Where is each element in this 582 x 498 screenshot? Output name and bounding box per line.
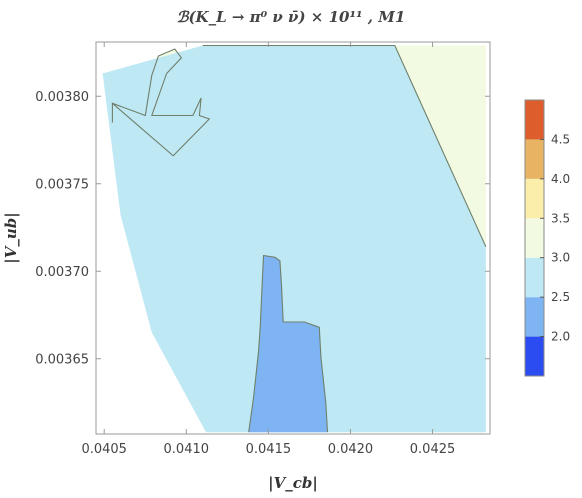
y-axis-title-text: |V_ub| — [2, 212, 20, 263]
x-axis-title: |V_cb| — [268, 474, 318, 492]
x-tick-label: 0.0410 — [164, 442, 210, 457]
y-axis-title: |V_ub| — [2, 212, 20, 263]
colorbar-tick-label: 4.5 — [551, 132, 570, 146]
x-tick-label: 0.0420 — [328, 442, 374, 457]
colorbar-swatch — [525, 297, 544, 337]
contour-region-2.5-3 — [102, 45, 486, 433]
chart-title-text: ℬ(K_L → π⁰ ν ν̄) × 10¹¹ , M1 — [177, 8, 406, 26]
y-tick-label: 0.00380 — [35, 90, 89, 105]
contour-line-3-1 — [111, 48, 211, 157]
y-tick-label: 0.00370 — [35, 265, 89, 280]
colorbar-frame — [524, 99, 545, 377]
contour-lines — [111, 44, 487, 433]
y-tick-label: 0.00375 — [35, 177, 89, 192]
colorbar-swatch — [525, 218, 544, 258]
y-tick-label: 0.00365 — [35, 352, 89, 367]
x-tick-label: 0.0405 — [81, 442, 127, 457]
contour-region-2-2.5 — [248, 255, 328, 433]
colorbar-tick-label: 3.5 — [551, 211, 570, 225]
colorbar-swatch — [525, 139, 544, 179]
colorbar-tick-label: 4.0 — [551, 172, 570, 186]
plot-frame — [95, 41, 491, 435]
contour-line-3-0 — [202, 44, 487, 248]
colorbar-swatch — [525, 178, 544, 219]
colorbar-tick-label: 2.0 — [551, 330, 570, 344]
x-axis-ticks: 0.0405 0.0410 0.0415 0.0420 0.0425 — [81, 42, 455, 457]
x-axis-title-text: |V_cb| — [268, 474, 318, 492]
colorbar-swatch — [525, 100, 544, 140]
colorbar: 2.0 2.5 3.0 3.5 4.0 4.5 — [524, 99, 570, 377]
chart-title: ℬ(K_L → π⁰ ν ν̄) × 10¹¹ , M1 — [177, 8, 406, 26]
colorbar-tick-label: 2.5 — [551, 290, 570, 304]
x-tick-label: 0.0425 — [410, 442, 456, 457]
colorbar-swatch — [525, 336, 544, 376]
x-tick-label: 0.0415 — [246, 442, 292, 457]
colorbar-swatch — [525, 257, 544, 298]
y-axis-ticks: 0.00365 0.00370 0.00375 0.00380 — [35, 90, 490, 367]
contour-line-2.5-2 — [248, 254, 329, 433]
contour-regions — [102, 45, 486, 433]
colorbar-tick-label: 3.0 — [551, 251, 570, 265]
